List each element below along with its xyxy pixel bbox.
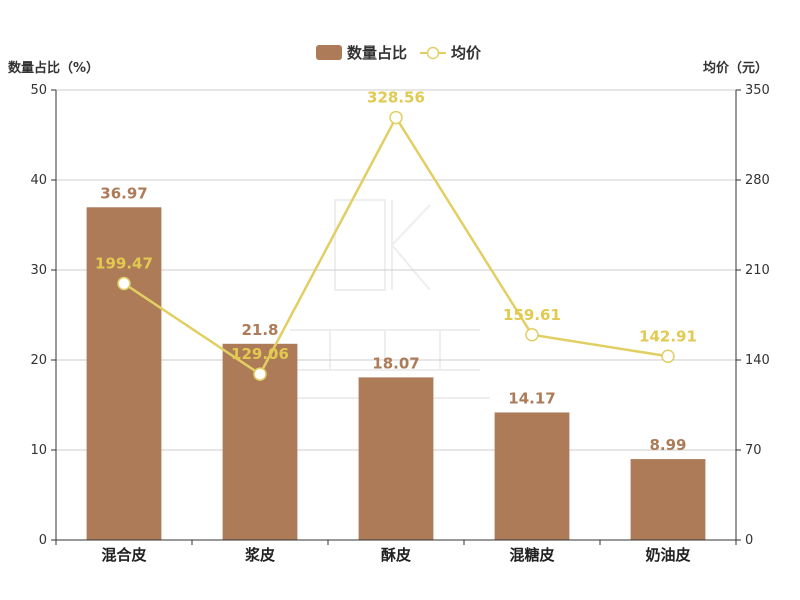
- data-labels: 36.97 21.8 18.07 14.17 8.99 199.47 129.06 328.5…: [95, 89, 697, 455]
- line-value-label: 199.47: [95, 255, 153, 273]
- x-tick-label: 混合皮: [101, 546, 146, 564]
- bar: [494, 412, 570, 540]
- line-point: [389, 110, 403, 125]
- bar-value-label: 36.97: [100, 184, 147, 202]
- x-tick-label: 浆皮: [245, 546, 275, 564]
- line-point: [525, 328, 539, 342]
- axes: 0 10 20 30 40 50 0 70 140 210 280 350 混合皮 浆皮 酥皮 混糖皮 奶油皮: [30, 83, 769, 564]
- y-right-tick-label: 140: [745, 353, 770, 368]
- bar-value-label: 8.99: [649, 436, 686, 454]
- legend: 数量占比 均价: [316, 44, 482, 62]
- x-tick-label: 奶油皮: [645, 546, 690, 564]
- y-right-tick-label: 280: [745, 173, 770, 188]
- legend-line-label: 均价: [451, 44, 482, 62]
- legend-item-bar[interactable]: 数量占比: [316, 44, 407, 62]
- y-right-tick-label: 70: [745, 443, 762, 458]
- x-tick-label: 酥皮: [381, 546, 411, 564]
- legend-item-line[interactable]: 均价: [420, 44, 482, 62]
- legend-bar-label: 数量占比: [347, 44, 407, 62]
- x-tick-label: 混糖皮: [509, 546, 554, 564]
- bar-value-label: 14.17: [508, 389, 555, 407]
- grid: [56, 89, 736, 451]
- y-right-tick-label: 210: [745, 263, 770, 278]
- y-left-tick-label: 10: [30, 443, 47, 458]
- y-left-tick-label: 0: [39, 533, 47, 548]
- y-left-tick-label: 40: [30, 173, 47, 188]
- line-point: [661, 349, 675, 364]
- y-axis-right-title: 均价（元）: [703, 60, 768, 76]
- y-left-tick-label: 50: [30, 83, 47, 98]
- bar: [86, 207, 162, 540]
- line-value-label: 159.61: [503, 306, 561, 324]
- bar: [630, 459, 706, 540]
- line-value-label: 129.06: [231, 345, 289, 363]
- bars: [86, 207, 706, 540]
- y-right-tick-label: 350: [745, 83, 770, 98]
- legend-line-marker: [426, 46, 440, 60]
- bar-value-label: 21.8: [241, 321, 278, 339]
- line-series: [117, 110, 675, 381]
- y-left-tick-label: 20: [30, 353, 47, 368]
- line-point: [117, 276, 131, 291]
- price-line: [123, 115, 669, 376]
- line-value-label: 328.56: [367, 89, 425, 107]
- y-left-tick-label: 30: [30, 263, 47, 278]
- y-axis-left-title: 数量占比（%）: [8, 60, 99, 76]
- line-point: [253, 367, 267, 381]
- bar: [358, 377, 434, 540]
- line-value-label: 142.91: [639, 327, 697, 345]
- legend-bar-swatch: [316, 45, 342, 60]
- bar-value-label: 18.07: [372, 354, 419, 372]
- y-right-tick-label: 0: [745, 533, 753, 548]
